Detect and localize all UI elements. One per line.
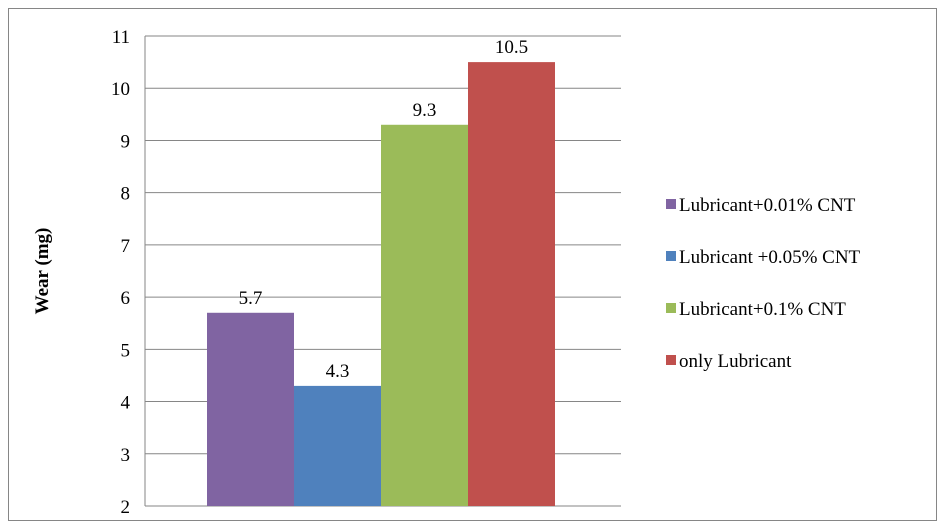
data-label-series-4: 10.5 xyxy=(495,37,528,58)
legend-swatch-series-1 xyxy=(666,199,676,209)
legend-label-series-3: Lubricant+0.1% CNT xyxy=(679,299,846,320)
y-tick-label: 2 xyxy=(121,497,131,518)
y-tick-label: 6 xyxy=(121,288,131,309)
bar-series-4 xyxy=(468,62,555,506)
legend-swatch-series-4 xyxy=(666,355,676,365)
bar-series-3 xyxy=(381,124,468,507)
y-tick-label: 3 xyxy=(121,445,131,466)
data-label-series-1: 5.7 xyxy=(239,288,263,309)
y-axis-title: Wear (mg) xyxy=(32,228,53,315)
data-label-series-2: 4.3 xyxy=(326,361,350,382)
legend-label-series-1: Lubricant+0.01% CNT xyxy=(679,195,856,216)
data-labels: 5.7 4.3 9.3 10.5 xyxy=(239,37,529,382)
y-tick-label: 8 xyxy=(121,184,131,205)
y-axis-tick-labels: 2 3 4 5 6 7 8 9 10 11 xyxy=(111,27,131,518)
y-tick-label: 7 xyxy=(121,236,131,257)
bar-series-1 xyxy=(207,312,294,506)
legend-label-series-2: Lubricant +0.05% CNT xyxy=(679,247,861,268)
legend-swatch-series-2 xyxy=(666,251,676,261)
y-tick-label: 4 xyxy=(121,393,131,414)
legend-label-series-4: only Lubricant xyxy=(679,351,792,372)
legend-swatch-series-3 xyxy=(666,303,676,313)
y-tick-label: 11 xyxy=(112,27,130,48)
bars xyxy=(207,62,555,507)
y-tick-label: 5 xyxy=(121,340,131,361)
y-tick-label: 9 xyxy=(121,131,131,152)
data-label-series-3: 9.3 xyxy=(413,100,437,121)
y-tick-label: 10 xyxy=(111,79,130,100)
legend: Lubricant+0.01% CNT Lubricant +0.05% CNT L… xyxy=(666,195,861,372)
bar-series-2 xyxy=(294,385,381,506)
